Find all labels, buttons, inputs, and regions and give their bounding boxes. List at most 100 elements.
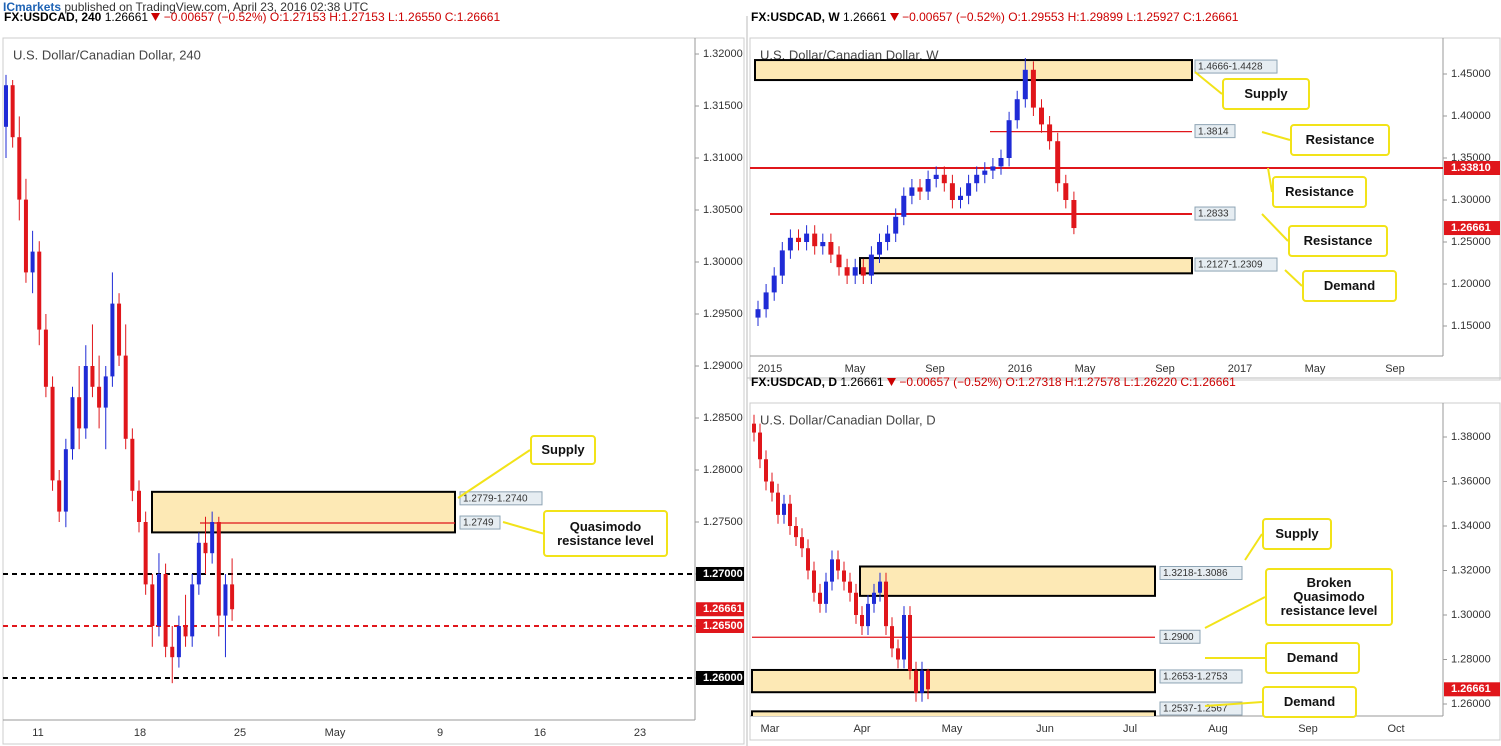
candle-body (137, 490, 141, 522)
candle-body (77, 397, 82, 429)
candle-body (143, 521, 148, 585)
callout: Quasimodo resistance level (543, 510, 668, 557)
candle-body (156, 573, 161, 626)
price-label-box (1159, 565, 1243, 580)
price-tag (1444, 682, 1500, 697)
x-tick-label: 23 (634, 727, 646, 739)
candle-body (170, 646, 175, 658)
y-tick-label: 1.32000 (1451, 564, 1491, 576)
candle-body (824, 581, 828, 604)
zone-label: 1.2779-1.2740 (463, 493, 528, 504)
candle-body (788, 503, 792, 527)
y-tick-label: 1.30000 (1451, 194, 1491, 206)
x-tick-label: 11 (32, 727, 43, 739)
level-label: 1.2900 (1163, 632, 1194, 643)
candle-body (854, 592, 858, 616)
x-tick-label: Oct (1387, 723, 1404, 735)
candle-body (990, 166, 996, 171)
candle-body (117, 303, 122, 356)
price-tag (696, 566, 744, 581)
candle-body (50, 386, 55, 481)
candle-body (796, 237, 801, 243)
candle-body (83, 366, 88, 429)
candle-body (896, 648, 900, 660)
candle-body (776, 492, 780, 515)
candle-body (828, 242, 834, 255)
callout-pointer (1267, 167, 1273, 193)
callout: Supply (1222, 78, 1310, 110)
candle-body (163, 573, 168, 647)
candle-body (877, 242, 882, 255)
candle-body (1063, 183, 1069, 201)
candle-body (763, 292, 769, 310)
candle-body (1039, 107, 1044, 125)
candle-body (925, 179, 931, 192)
candle-body (884, 581, 888, 627)
candle-body (982, 170, 988, 175)
zone (751, 668, 1156, 694)
candle-body (860, 267, 866, 276)
price-tag-label: 1.33810 (1451, 162, 1491, 174)
callout-pointer (1204, 701, 1263, 707)
candle-body (130, 438, 135, 491)
down-arrow (887, 375, 899, 389)
candle-body (878, 581, 882, 593)
ohlc-c: C:1.26661 (1180, 375, 1236, 389)
zone (859, 565, 1156, 597)
candle-body (97, 386, 102, 408)
ohlc-o: O:1.27153 (269, 10, 326, 24)
y-tick-label: 1.36000 (1451, 475, 1491, 487)
x-tick-label: Jul (1123, 723, 1137, 735)
price-tag-label: 1.26500 (703, 620, 743, 632)
ohlc-h: H:1.27578 (1064, 375, 1121, 389)
top-bar: ICmarkets published on TradingView.com, … (3, 0, 368, 14)
zone-label: 1.2537-1.2567 (1163, 704, 1228, 715)
price-tag (696, 670, 744, 685)
candle-body (852, 267, 858, 276)
y-tick-label: 1.28000 (703, 464, 743, 476)
candle-body (1022, 69, 1028, 100)
x-tick-label: Sep (925, 363, 945, 375)
level-label: 1.2833 (1198, 209, 1229, 220)
callout: Demand (1262, 686, 1357, 718)
ohlc-h: H:1.27153 (329, 10, 385, 24)
x-tick-label: May (845, 363, 866, 375)
y-tick-label: 1.28500 (703, 412, 743, 424)
candle-body (176, 625, 181, 658)
x-tick-label: 16 (534, 727, 546, 739)
ohlc-l: L:1.25927 (1126, 10, 1180, 24)
candle-body (764, 459, 768, 482)
x-tick-label: Sep (1385, 363, 1405, 375)
panel-header: FX:USDCAD, W 1.26661 −0.00657 (−0.52%) O… (751, 10, 1238, 24)
x-tick-label: Sep (1298, 723, 1318, 735)
x-tick-label: 9 (437, 727, 443, 739)
y-tick-label: 1.31500 (703, 100, 743, 112)
candle-body (914, 670, 918, 693)
price-label-box (1159, 629, 1201, 644)
symbol: FX:USDCAD, 240 (4, 10, 102, 24)
x-tick-label: Sep (1155, 363, 1175, 375)
ohlc-c: C:1.26661 (444, 10, 501, 24)
price-label-box (459, 515, 501, 530)
candle-body (804, 233, 810, 243)
price-tag-label: 1.26661 (1451, 683, 1491, 695)
callout: Resistance (1272, 176, 1367, 208)
candle-body (926, 670, 930, 690)
ohlc-h: H:1.29899 (1067, 10, 1123, 24)
candle-body (57, 480, 62, 512)
candle-body (43, 329, 48, 387)
x-tick-label: 2017 (1228, 363, 1252, 375)
x-tick-label: 25 (234, 727, 246, 739)
x-tick-label: Apr (853, 723, 870, 735)
candle-body (872, 592, 876, 604)
candle-body (63, 449, 68, 512)
candle-body (196, 542, 201, 585)
price-label-box (1159, 669, 1243, 684)
y-tick-label: 1.28000 (1451, 653, 1491, 665)
plot-frame (749, 37, 1501, 381)
candle-body (70, 397, 75, 450)
candle-body (885, 233, 891, 243)
candle-body (860, 615, 864, 627)
candle-body (818, 592, 822, 604)
